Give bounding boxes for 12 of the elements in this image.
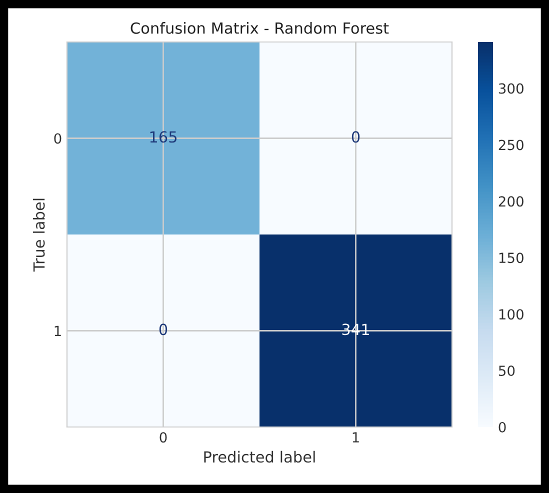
color-bar-label: 0 bbox=[498, 422, 506, 432]
y-axis-title: True label bbox=[32, 198, 45, 272]
color-bar-label: 100 bbox=[499, 309, 524, 320]
data-label: 0 bbox=[159, 324, 168, 336]
color-bar-label: 250 bbox=[498, 140, 524, 150]
chart-title: Confusion Matrix - Random Forest bbox=[130, 22, 389, 34]
color-bar-label: 300 bbox=[498, 83, 524, 94]
color-bar-label: 200 bbox=[498, 196, 524, 207]
color-bar-label: 50 bbox=[498, 366, 515, 376]
color-bar-label: 150 bbox=[499, 252, 524, 264]
x-axis-title: Predicted label bbox=[204, 450, 315, 463]
data-label: 0 bbox=[352, 131, 360, 143]
